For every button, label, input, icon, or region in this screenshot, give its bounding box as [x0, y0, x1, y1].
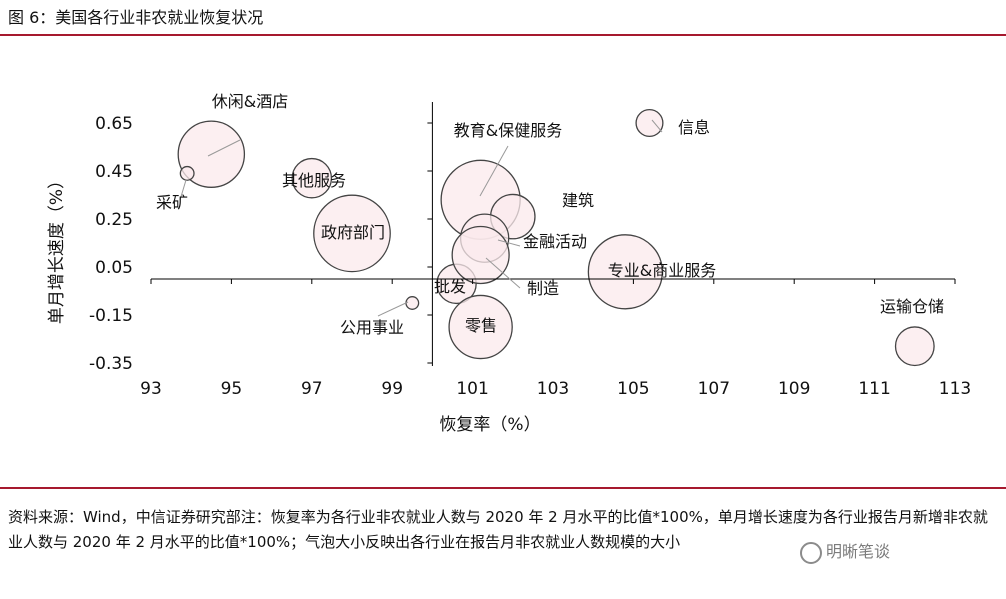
bubble-12: [587, 234, 664, 310]
wechat-icon: [800, 541, 822, 564]
x-tick-label-7: 107: [698, 379, 730, 399]
bubble-4: [405, 296, 420, 310]
watermark: 明晰笔谈: [800, 538, 890, 564]
bubble-label-11: 信息: [678, 118, 710, 137]
bubble-label-2: 其他服务: [282, 171, 346, 190]
bubble-label-3: 政府部门: [321, 223, 385, 242]
leader-line-11: [651, 119, 663, 133]
x-tick-label-2: 97: [301, 379, 323, 399]
bubble-label-0: 休闲&酒店: [212, 92, 288, 111]
bubble-label-7: 建筑: [562, 191, 594, 210]
bubble-11: [635, 108, 664, 138]
x-tick-label-10: 113: [939, 379, 971, 399]
bubble-label-4: 公用事业: [340, 318, 404, 337]
bubble-label-12: 专业&商业服务: [608, 261, 716, 280]
leader-line-8: [497, 239, 521, 247]
bubble-layer: [177, 108, 935, 367]
bubble-10: [448, 294, 513, 360]
bubble-label-1: 采矿: [156, 193, 188, 212]
bubble-2: [291, 157, 333, 199]
leader-lines: [179, 119, 663, 317]
y-tick-label-2: 0.25: [95, 210, 133, 230]
x-tick-label-3: 99: [381, 379, 403, 399]
bubble-9: [451, 225, 510, 285]
bubble-label-8: 金融活动: [523, 232, 587, 251]
x-tick-label-8: 109: [778, 379, 810, 399]
figure-title: 图 6：美国各行业非农就业恢复状况: [8, 8, 264, 27]
x-axis-label: 恢复率（%）: [439, 415, 540, 435]
bubble-13: [894, 326, 935, 367]
x-tick-label-1: 95: [221, 379, 243, 399]
bubble-label-10: 零售: [465, 316, 497, 335]
bubble-1: [179, 165, 195, 181]
y-tick-label-3: 0.05: [95, 258, 133, 278]
bubble-3: [313, 194, 391, 273]
x-tick-label-9: 111: [858, 379, 890, 399]
leader-line-0: [207, 139, 241, 157]
y-tick-label-4: -0.15: [89, 306, 133, 326]
top-divider: [0, 34, 1006, 36]
y-tick-label-1: 0.45: [95, 162, 133, 182]
leader-line-4: [377, 301, 409, 317]
x-tick-label-0: 93: [140, 379, 162, 399]
y-tick-label-5: -0.35: [89, 354, 133, 374]
source-note: 资料来源：Wind，中信证券研究部注：恢复率为各行业非农就业人数与 2020 年…: [8, 508, 988, 551]
bottom-divider: [0, 487, 1006, 489]
x-tick-label-5: 103: [537, 379, 569, 399]
leader-line-6: [479, 145, 509, 197]
y-tick-label-0: 0.65: [95, 114, 133, 134]
leader-line-9: [485, 257, 521, 289]
x-tick-label-4: 101: [456, 379, 488, 399]
watermark-text: 明晰笔谈: [826, 542, 891, 561]
bubble-label-6: 教育&保健服务: [454, 121, 562, 140]
bubble-chart: 93 95 97 99 101 103 105 107 109 111 113 0.65 0.45 0.2…: [47, 92, 971, 435]
axes-layer: 93 95 97 99 101 103 105 107 109 111 113 0.65 0.45 0.2…: [89, 102, 971, 399]
x-tick-label-6: 105: [617, 379, 649, 399]
bubble-label-13: 运输仓储: [880, 297, 944, 316]
leader-line-1: [179, 179, 187, 201]
y-axis-label: 单月增长速度（%）: [47, 172, 67, 324]
bubble-label-9: 制造: [527, 279, 559, 298]
bubble-label-5: 批发: [434, 277, 466, 296]
